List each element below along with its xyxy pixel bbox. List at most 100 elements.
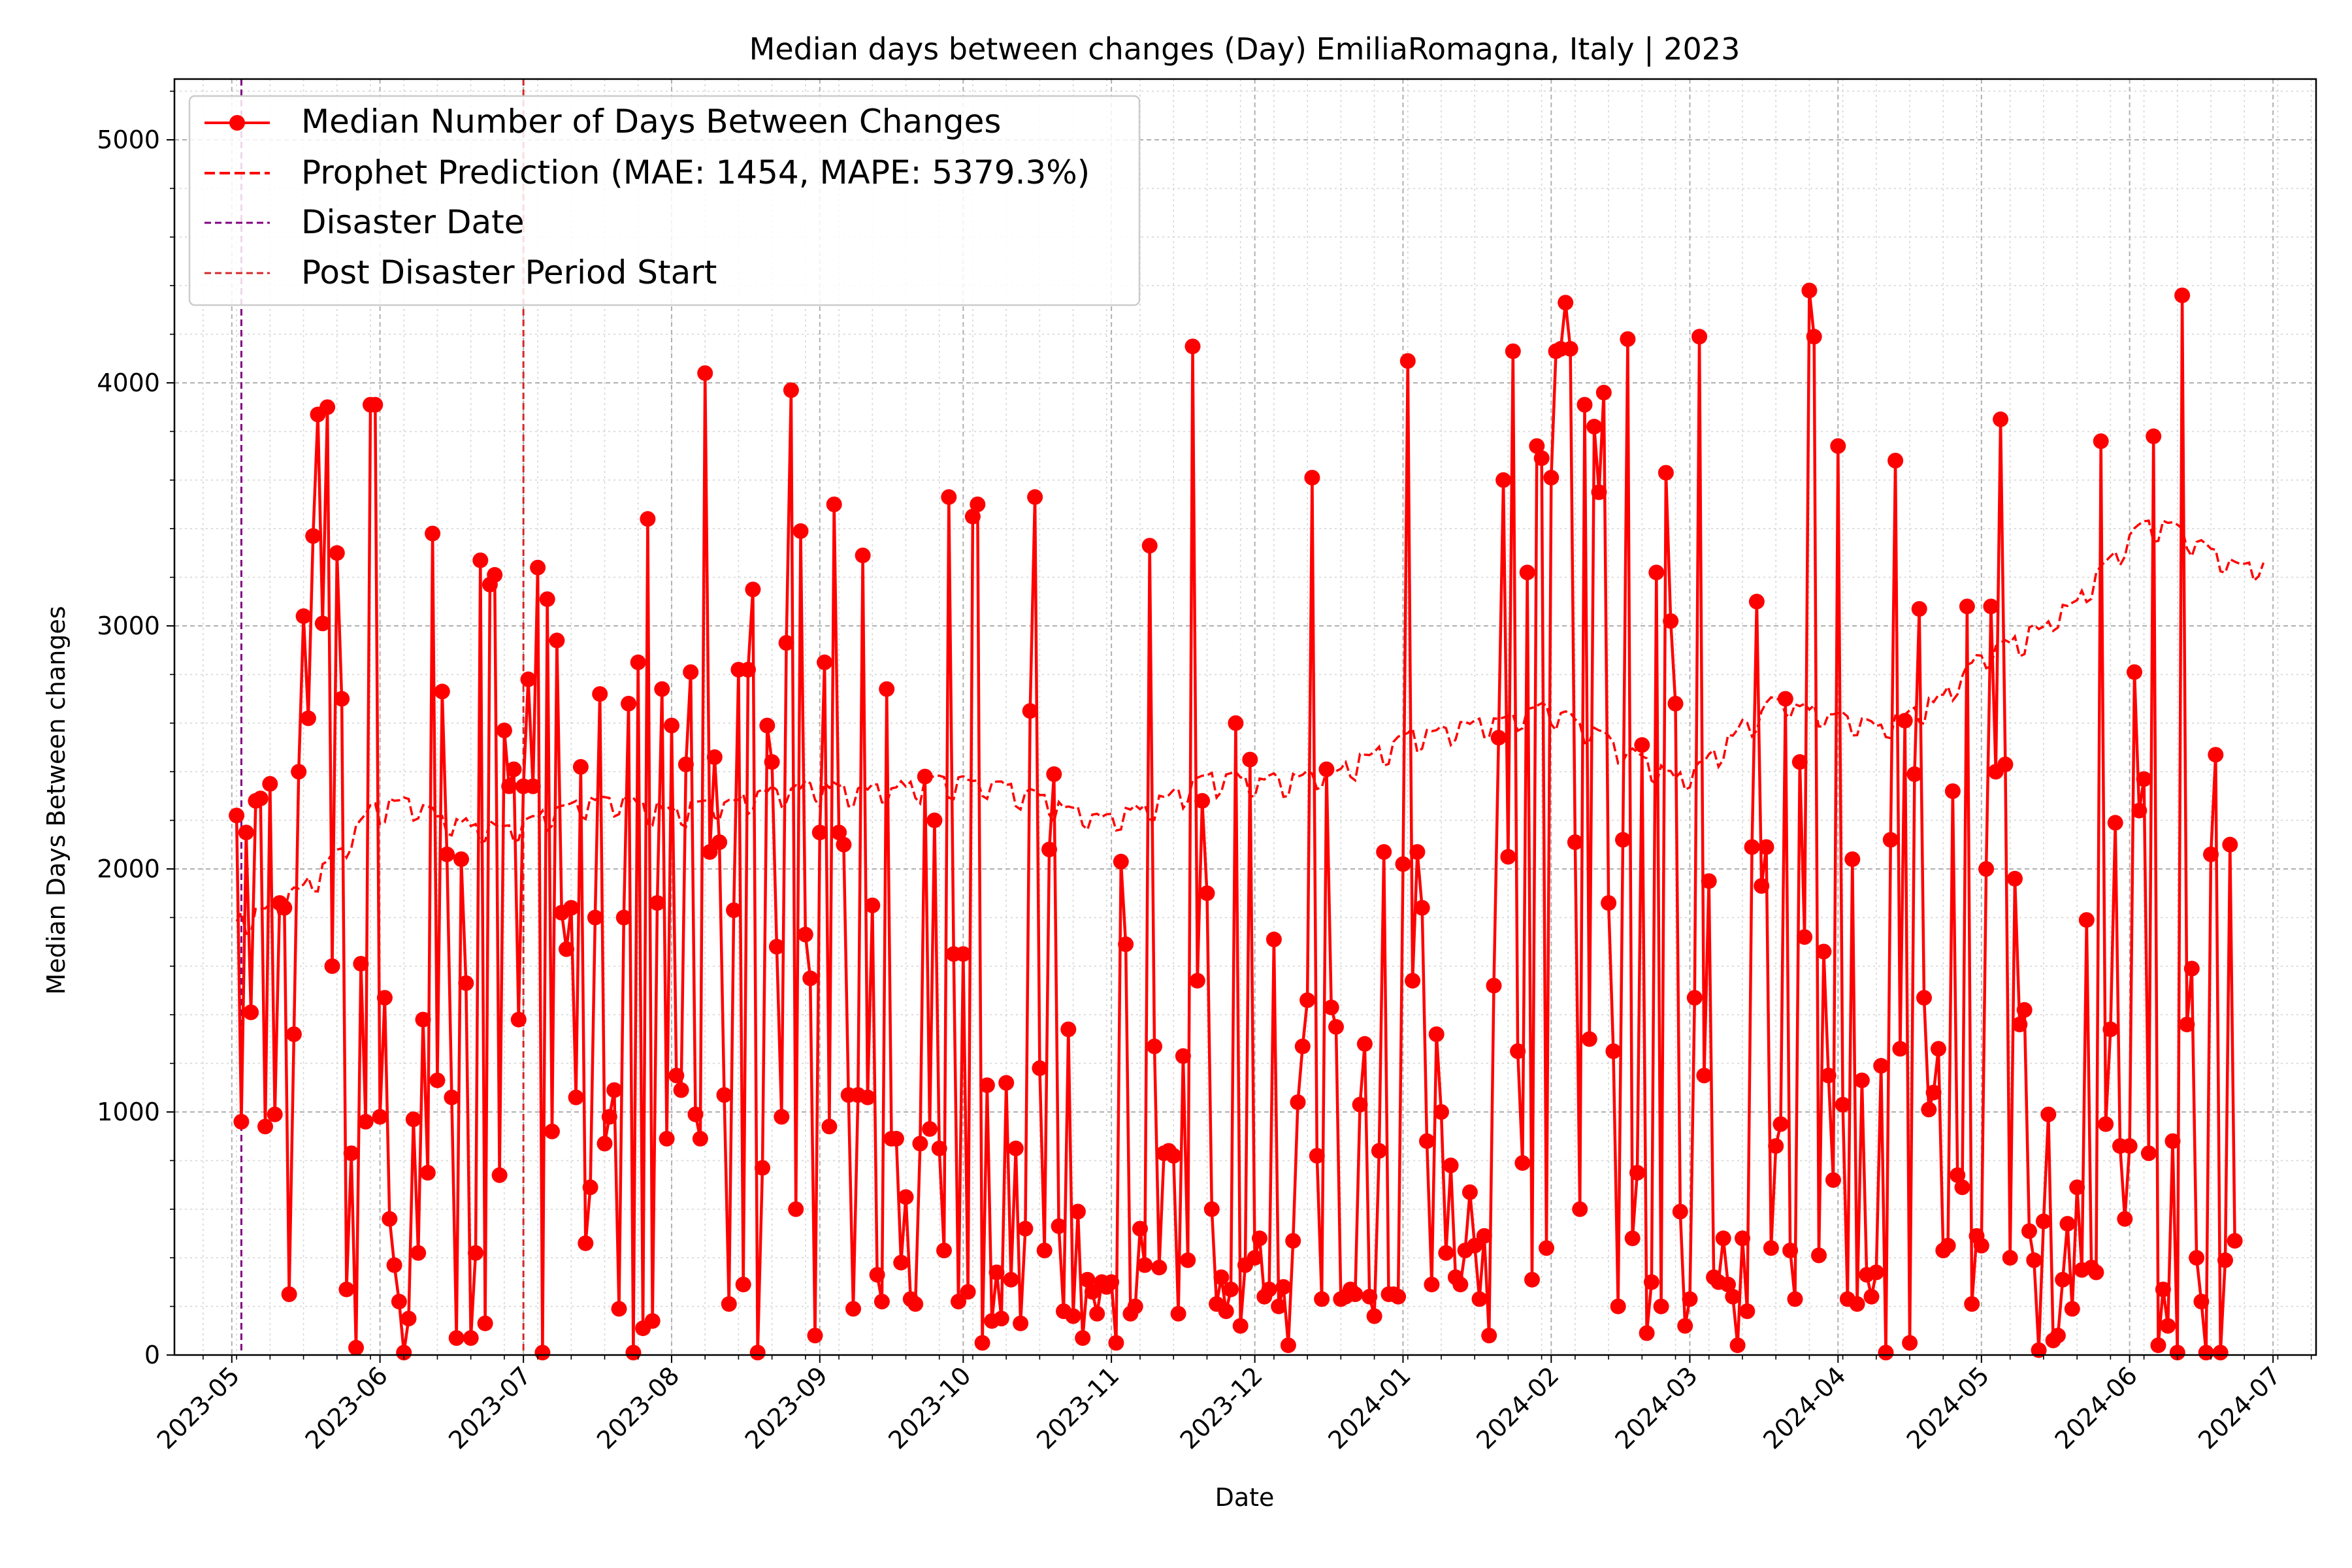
x-tick-label: 2024-06 — [2050, 1361, 2143, 1454]
legend-box — [188, 95, 1141, 306]
observed-point — [1997, 757, 2014, 772]
x-tick-label: 2024-01 — [1322, 1361, 1416, 1454]
observed-point — [673, 1082, 689, 1098]
observed-point — [836, 836, 852, 853]
observed-point — [1720, 1277, 1736, 1293]
observed-point — [1825, 1172, 1841, 1188]
observed-point — [1791, 754, 1808, 770]
observed-point — [1820, 1068, 1837, 1084]
observed-point — [1395, 856, 1411, 872]
observed-point — [2174, 287, 2191, 304]
observed-point — [2127, 664, 2142, 680]
observed-point — [238, 825, 254, 841]
observed-point — [1830, 438, 1846, 454]
observed-point — [759, 717, 776, 734]
observed-point — [1304, 470, 1320, 486]
observed-point — [1696, 1068, 1712, 1084]
observed-point — [439, 846, 455, 862]
observed-point — [229, 808, 245, 824]
observed-point — [262, 776, 278, 792]
observed-point — [2227, 1233, 2243, 1249]
observed-point — [1218, 1303, 1234, 1319]
observed-point — [1787, 1291, 1803, 1307]
observed-point — [353, 956, 369, 972]
observed-point — [1849, 1296, 1865, 1312]
observed-point — [774, 1109, 790, 1125]
observed-point — [970, 497, 986, 512]
observed-point — [960, 1284, 976, 1300]
observed-point — [472, 552, 489, 568]
observed-point — [1151, 1260, 1168, 1276]
observed-point — [664, 717, 679, 734]
observed-point — [615, 909, 632, 926]
observed-point — [563, 900, 580, 916]
observed-point — [1051, 1218, 1067, 1234]
observed-point — [2212, 1345, 2229, 1361]
x-tick-label: 2024-07 — [2193, 1361, 2286, 1454]
observed-point — [1199, 885, 1215, 902]
observed-point — [453, 851, 469, 868]
observed-point — [1754, 878, 1770, 894]
observed-point — [376, 990, 393, 1006]
observed-point — [1490, 730, 1507, 746]
observed-point — [1763, 1240, 1779, 1256]
observed-line — [235, 289, 2236, 1354]
observed-point — [1639, 1325, 1655, 1341]
observed-point — [630, 654, 646, 670]
observed-point — [1486, 977, 1502, 994]
observed-point — [468, 1245, 483, 1261]
observed-point — [1294, 1038, 1311, 1054]
observed-point — [1993, 411, 2009, 427]
observed-point — [559, 941, 574, 957]
observed-point — [1285, 1233, 1301, 1249]
x-tick-label: 2023-11 — [1031, 1361, 1124, 1454]
observed-point — [1916, 990, 1932, 1006]
y-axis-label: Median Days Between changes — [42, 606, 71, 994]
observed-point — [855, 547, 871, 564]
observed-point — [654, 681, 670, 697]
observed-point — [1725, 1288, 1741, 1305]
observed-point — [506, 761, 522, 777]
observed-point — [941, 489, 957, 505]
observed-point — [291, 764, 307, 780]
observed-point — [2150, 1337, 2166, 1354]
observed-point — [755, 1160, 770, 1176]
observed-point — [951, 1294, 966, 1310]
observed-point — [1147, 1038, 1162, 1054]
observed-point — [998, 1075, 1015, 1091]
observed-point — [415, 1011, 431, 1028]
legend-prediction-label: Prophet Prediction (MAE: 1454, MAPE: 537… — [301, 154, 1090, 191]
observed-point — [1017, 1220, 1034, 1237]
observed-point — [1610, 1298, 1626, 1315]
observed-point — [1452, 1277, 1469, 1293]
observed-point — [864, 897, 881, 913]
observed-point — [525, 778, 541, 794]
observed-point — [1027, 489, 1043, 505]
observed-point — [1562, 340, 1578, 357]
observed-point — [1127, 1298, 1143, 1315]
observed-point — [338, 1281, 355, 1298]
observed-point — [1572, 1201, 1588, 1217]
x-tick-label: 2023-10 — [883, 1361, 976, 1454]
observed-point — [544, 1123, 560, 1139]
observed-point — [2007, 870, 2023, 887]
observed-point — [1576, 397, 1593, 413]
observed-point — [1735, 1230, 1750, 1247]
observed-point — [2098, 1116, 2114, 1132]
observed-point — [1882, 832, 1899, 848]
observed-point — [1495, 472, 1512, 488]
observed-point — [845, 1301, 861, 1317]
observed-point — [1624, 1230, 1641, 1247]
observed-point — [1299, 992, 1316, 1008]
observed-point — [1591, 484, 1607, 500]
observed-point — [1514, 1155, 1531, 1171]
observed-point — [534, 1345, 551, 1361]
observed-point — [697, 365, 713, 382]
observed-point — [740, 662, 756, 678]
observed-point — [1467, 1237, 1483, 1254]
observed-point — [1046, 766, 1062, 782]
observed-point — [1347, 1286, 1364, 1302]
observed-point — [955, 946, 972, 962]
x-tick-label: 2023-12 — [1175, 1361, 1268, 1454]
observed-point — [1242, 751, 1258, 768]
